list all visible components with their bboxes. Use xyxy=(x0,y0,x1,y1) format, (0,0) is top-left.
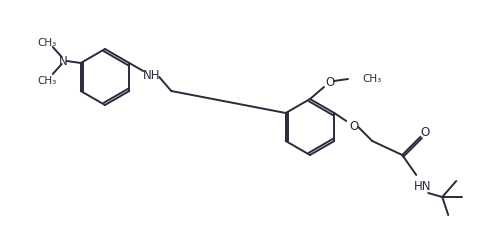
Text: NH: NH xyxy=(142,68,160,81)
Text: O: O xyxy=(420,126,430,139)
Text: CH₃: CH₃ xyxy=(37,38,56,48)
Text: O: O xyxy=(325,75,335,88)
Text: HN: HN xyxy=(414,179,431,192)
Text: CH₃: CH₃ xyxy=(362,74,381,84)
Text: N: N xyxy=(58,54,67,67)
Text: O: O xyxy=(349,119,359,132)
Text: CH₃: CH₃ xyxy=(37,76,56,86)
